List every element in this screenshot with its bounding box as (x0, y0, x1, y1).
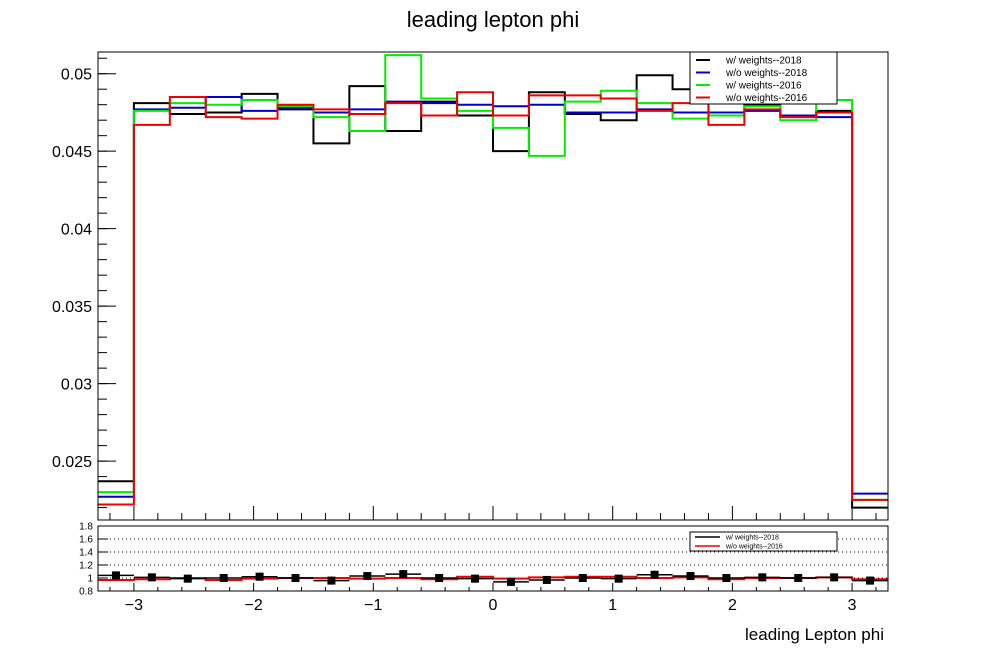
ratio-point-marker (327, 576, 336, 585)
y-tick-label: 0.04 (61, 222, 92, 239)
ratio-point-marker (219, 574, 228, 582)
ratio-point-marker (758, 573, 767, 582)
upper-series-group (98, 54, 888, 509)
y-tick-label: 0.045 (52, 144, 92, 161)
ratio-point-marker (291, 574, 300, 582)
ratio-y-tick-label: 1.4 (79, 548, 93, 559)
ratio-point-marker (650, 570, 659, 579)
ratio-point-marker (471, 574, 480, 583)
ratio-point-marker (542, 575, 551, 584)
ratio-legend-label: w/o weights--2016 (725, 544, 783, 551)
legend-label: w/o weights--2016 (725, 93, 808, 104)
x-axis-label: leading Lepton phi (745, 625, 884, 644)
ratio-y-tick-label: 1.2 (79, 561, 93, 572)
ratio-point-marker (830, 573, 839, 582)
ratio-series-group (98, 570, 888, 586)
legend-box (689, 51, 838, 105)
legend-label: w/ weights--2018 (725, 56, 802, 67)
x-tick-label: 2 (728, 597, 737, 614)
ratio-legend-box (689, 531, 838, 552)
upper-histogram-panel: 0.025 0.03 0.035 0.04 0.045 0.05 w/ weights--… (52, 51, 889, 521)
ratio-point-marker (435, 574, 444, 582)
ratio-legend: w/ weights--2018 w/o weights--2016 (689, 531, 838, 552)
ratio-axes: 0.8 1 1.2 1.4 1.6 1.8 −3 −2 −1 0 1 2 3 (79, 522, 888, 614)
ratio-frame (97, 525, 889, 592)
upper-frame (97, 51, 889, 521)
legend-label: w/o weights--2018 (725, 68, 808, 79)
x-tick-label: −3 (125, 597, 143, 614)
upper-axes: 0.025 0.03 0.035 0.04 0.045 0.05 (52, 57, 877, 520)
ratio-point-marker (255, 572, 264, 581)
ratio-point-marker (147, 573, 156, 582)
ratio-point-marker (866, 576, 875, 585)
y-tick-label: 0.035 (52, 299, 92, 316)
histogram-series-w-o-weights-2018 (98, 95, 888, 498)
ratio-series-w-o-weights-2016 (98, 575, 888, 581)
histogram-series-w-weights-2018 (98, 74, 888, 509)
x-tick-label: 1 (608, 597, 617, 614)
chart-title: leading lepton phi (407, 7, 579, 32)
y-tick-label: 0.05 (61, 67, 92, 84)
ratio-point-marker (399, 570, 408, 579)
ratio-point-marker (183, 574, 192, 583)
ratio-point-marker (578, 574, 587, 582)
y-tick-label: 0.03 (61, 377, 92, 394)
ratio-y-tick-label: 1.8 (79, 522, 93, 533)
ratio-point-marker (794, 574, 803, 582)
ratio-point-marker (614, 574, 623, 583)
ratio-point-marker (686, 572, 695, 581)
x-tick-label: 0 (489, 597, 498, 614)
x-tick-label: −1 (364, 597, 382, 614)
ratio-point-marker (722, 574, 731, 582)
ratio-point-marker (111, 571, 120, 580)
ratio-panel: 0.8 1 1.2 1.4 1.6 1.8 −3 −2 −1 0 1 2 3 w/ weights--2… (79, 522, 889, 614)
ratio-point-marker (363, 572, 372, 581)
ratio-y-tick-label: 1.6 (79, 535, 93, 546)
x-tick-label: 3 (848, 597, 857, 614)
ratio-legend-label: w/ weights--2018 (725, 535, 779, 542)
ratio-y-tick-label: 0.8 (79, 587, 93, 598)
histogram-series-w-weights-2016 (98, 54, 888, 501)
ratio-point-marker (506, 577, 515, 586)
histogram-series-w-o-weights-2016 (98, 91, 888, 506)
y-tick-label: 0.025 (52, 454, 92, 471)
ratio-y-tick-label: 1 (87, 574, 93, 585)
legend-label: w/ weights--2016 (725, 81, 802, 92)
x-tick-label: −2 (244, 597, 262, 614)
